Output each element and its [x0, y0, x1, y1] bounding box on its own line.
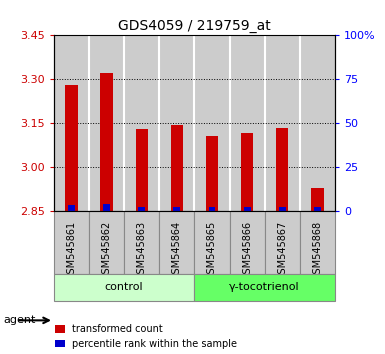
Bar — [276, 128, 288, 211]
Bar — [100, 74, 113, 211]
Bar — [244, 207, 251, 211]
Bar — [194, 35, 229, 211]
Text: GSM545868: GSM545868 — [312, 221, 322, 280]
Bar — [159, 211, 194, 274]
Text: control: control — [105, 282, 144, 292]
Bar — [89, 211, 124, 274]
Bar — [89, 35, 124, 211]
Bar — [138, 207, 145, 211]
Bar — [171, 125, 183, 211]
Bar — [54, 35, 89, 211]
Bar — [264, 211, 300, 274]
Text: agent: agent — [4, 315, 36, 325]
Bar — [241, 133, 253, 211]
Text: GSM545862: GSM545862 — [102, 221, 112, 280]
Text: GSM545867: GSM545867 — [277, 221, 287, 280]
Bar — [136, 129, 148, 211]
Bar — [311, 188, 323, 211]
Bar — [174, 207, 180, 211]
Bar — [103, 204, 110, 211]
Text: GSM545866: GSM545866 — [242, 221, 252, 280]
Bar — [229, 211, 265, 274]
Text: GSM545865: GSM545865 — [207, 221, 217, 280]
Title: GDS4059 / 219759_at: GDS4059 / 219759_at — [118, 19, 271, 33]
Text: GSM545864: GSM545864 — [172, 221, 182, 280]
Bar — [314, 207, 321, 211]
Bar — [124, 35, 159, 211]
Legend: transformed count, percentile rank within the sample: transformed count, percentile rank withi… — [55, 324, 238, 349]
Bar — [68, 205, 75, 211]
Bar — [206, 136, 218, 211]
Bar — [229, 35, 265, 211]
Bar — [124, 211, 159, 274]
Text: γ-tocotrienol: γ-tocotrienol — [229, 282, 300, 292]
Bar — [300, 211, 335, 274]
Bar — [54, 211, 89, 274]
Bar — [194, 274, 335, 301]
Bar — [54, 274, 194, 301]
Bar — [65, 85, 78, 211]
Bar — [194, 211, 229, 274]
Bar — [159, 35, 194, 211]
Text: GSM545863: GSM545863 — [137, 221, 147, 280]
Bar — [300, 35, 335, 211]
Bar — [264, 35, 300, 211]
Bar — [209, 207, 215, 211]
Text: GSM545861: GSM545861 — [67, 221, 77, 280]
Bar — [279, 207, 286, 211]
